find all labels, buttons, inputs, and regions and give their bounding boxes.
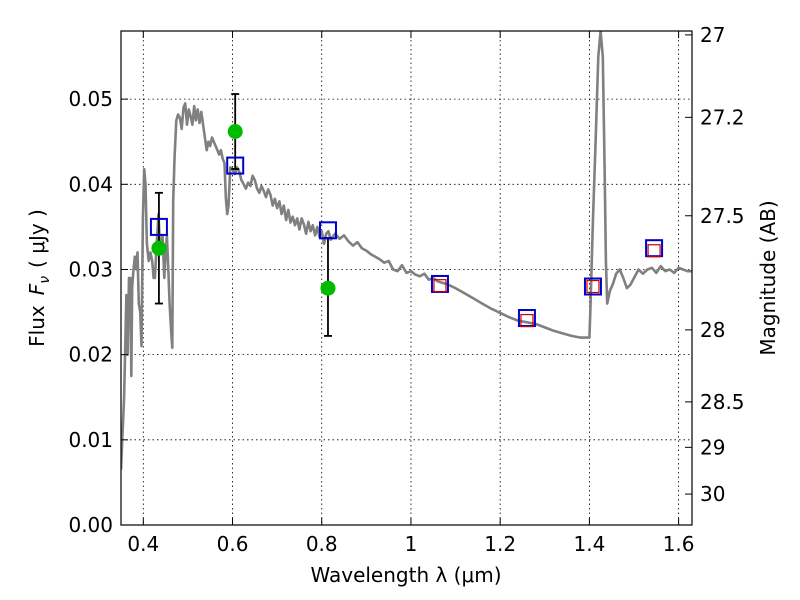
model-photometry-inner-square [433, 279, 447, 293]
axis-ticks: 0.4 0.6 0.8 1 1.2 1.4 1.6 0.00 0.01 0.02 0.03 0.04 0… [68, 23, 744, 556]
observed-point [151, 240, 167, 256]
mag-tick-label: 30 [700, 482, 725, 506]
mag-tick-label: 27.5 [700, 204, 745, 228]
plot-frame [120, 30, 693, 526]
mag-tick-label: 27 [700, 23, 725, 47]
markers [149, 93, 664, 337]
model-photometry-inner-square [586, 279, 600, 294]
x-tick-label: 1.6 [663, 532, 695, 556]
grid [121, 31, 692, 525]
model-photometry-square [226, 156, 245, 175]
model-photometry-square [583, 277, 602, 296]
y-axis-label-subscript: ν [37, 276, 53, 284]
y-tick-label: 0.01 [68, 428, 113, 452]
model-photometry-inner-square [520, 313, 534, 328]
x-tick-label: 1 [405, 532, 418, 556]
y-tick-label: 0.04 [68, 172, 113, 196]
y-axis-label: Flux Fν ( μJy ) [25, 209, 53, 347]
y-axis-label-symbol: F [25, 283, 49, 295]
x-tick-label: 0.8 [306, 532, 338, 556]
x-tick-label: 0.6 [217, 532, 249, 556]
y-tick-label: 0.05 [68, 87, 113, 111]
right-axis-label: Magnitude (AB) [756, 200, 780, 355]
y-tick-label: 0.03 [68, 257, 113, 281]
mag-tick-label: 29 [700, 435, 725, 459]
model-photometry-inner-square [647, 244, 661, 258]
y-axis-label-unit: ( μJy ) [25, 209, 49, 268]
y-tick-label: 0.00 [68, 513, 113, 537]
x-tick-label: 0.4 [127, 532, 159, 556]
y-axis-label-flux: Flux [25, 305, 49, 347]
y-tick-label: 0.02 [68, 343, 113, 367]
model-photometry-square [318, 221, 337, 240]
observed-point [227, 124, 243, 140]
x-axis-label: Wavelength λ (μm) [310, 563, 501, 587]
x-tick-label: 1.2 [484, 532, 516, 556]
x-tick-label: 1.4 [573, 532, 605, 556]
mag-tick-label: 28 [700, 318, 725, 342]
model-photometry-square [149, 217, 168, 236]
mag-tick-label: 28.5 [700, 390, 745, 414]
mag-tick-label: 27.2 [700, 105, 745, 129]
observed-point [320, 280, 336, 296]
